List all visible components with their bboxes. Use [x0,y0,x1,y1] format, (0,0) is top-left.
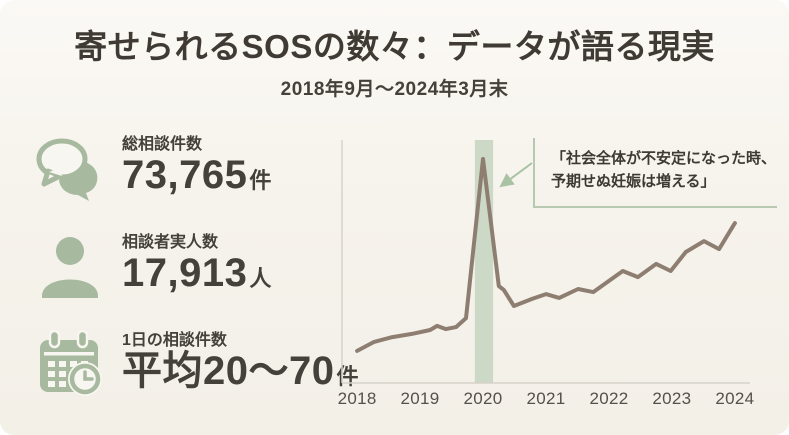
calendar-clock-icon [34,328,108,402]
stat-label: 1日の相談件数 [122,332,227,349]
speech-bubbles-icon [34,132,108,206]
annotation-arrow [499,162,533,188]
annotation-line-1: 「社会全体が不安定になった時、 [551,150,777,167]
stat-total-consultations: 総相談件数 73,765件 [34,128,272,206]
stat-unit: 人 [249,266,272,291]
page-subtitle: 2018年9月〜2024年3月末 [280,79,509,100]
stat-label: 総相談件数 [122,136,203,153]
stat-unique-consulters: 相談者実人数 17,913人 [34,226,272,304]
stat-label: 相談者実人数 [122,234,219,251]
stat-unit: 件 [249,168,272,193]
consultations-line-chart: 2018 2019 2020 2021 2022 2023 2024 「社会全体が不安定にな… [338,133,786,433]
line-chart-svg [341,140,750,384]
stat-value: 73,765件 [122,153,272,197]
annotation-line-2: 予期せぬ妊娠は増える」 [551,173,716,191]
stat-value: 17,913人 [122,251,272,295]
annotation-callout: 「社会全体が不安定になった時、 予期せぬ妊娠は増える」 [533,138,777,208]
consultations-line [355,157,737,353]
person-icon [34,230,108,304]
stat-daily-consultations: 1日の相談件数 平均20〜70件 [34,324,359,402]
stat-value: 平均20〜70件 [122,349,359,393]
page-title: 寄せられるSOSの数々：データが語る現実 [74,28,715,65]
